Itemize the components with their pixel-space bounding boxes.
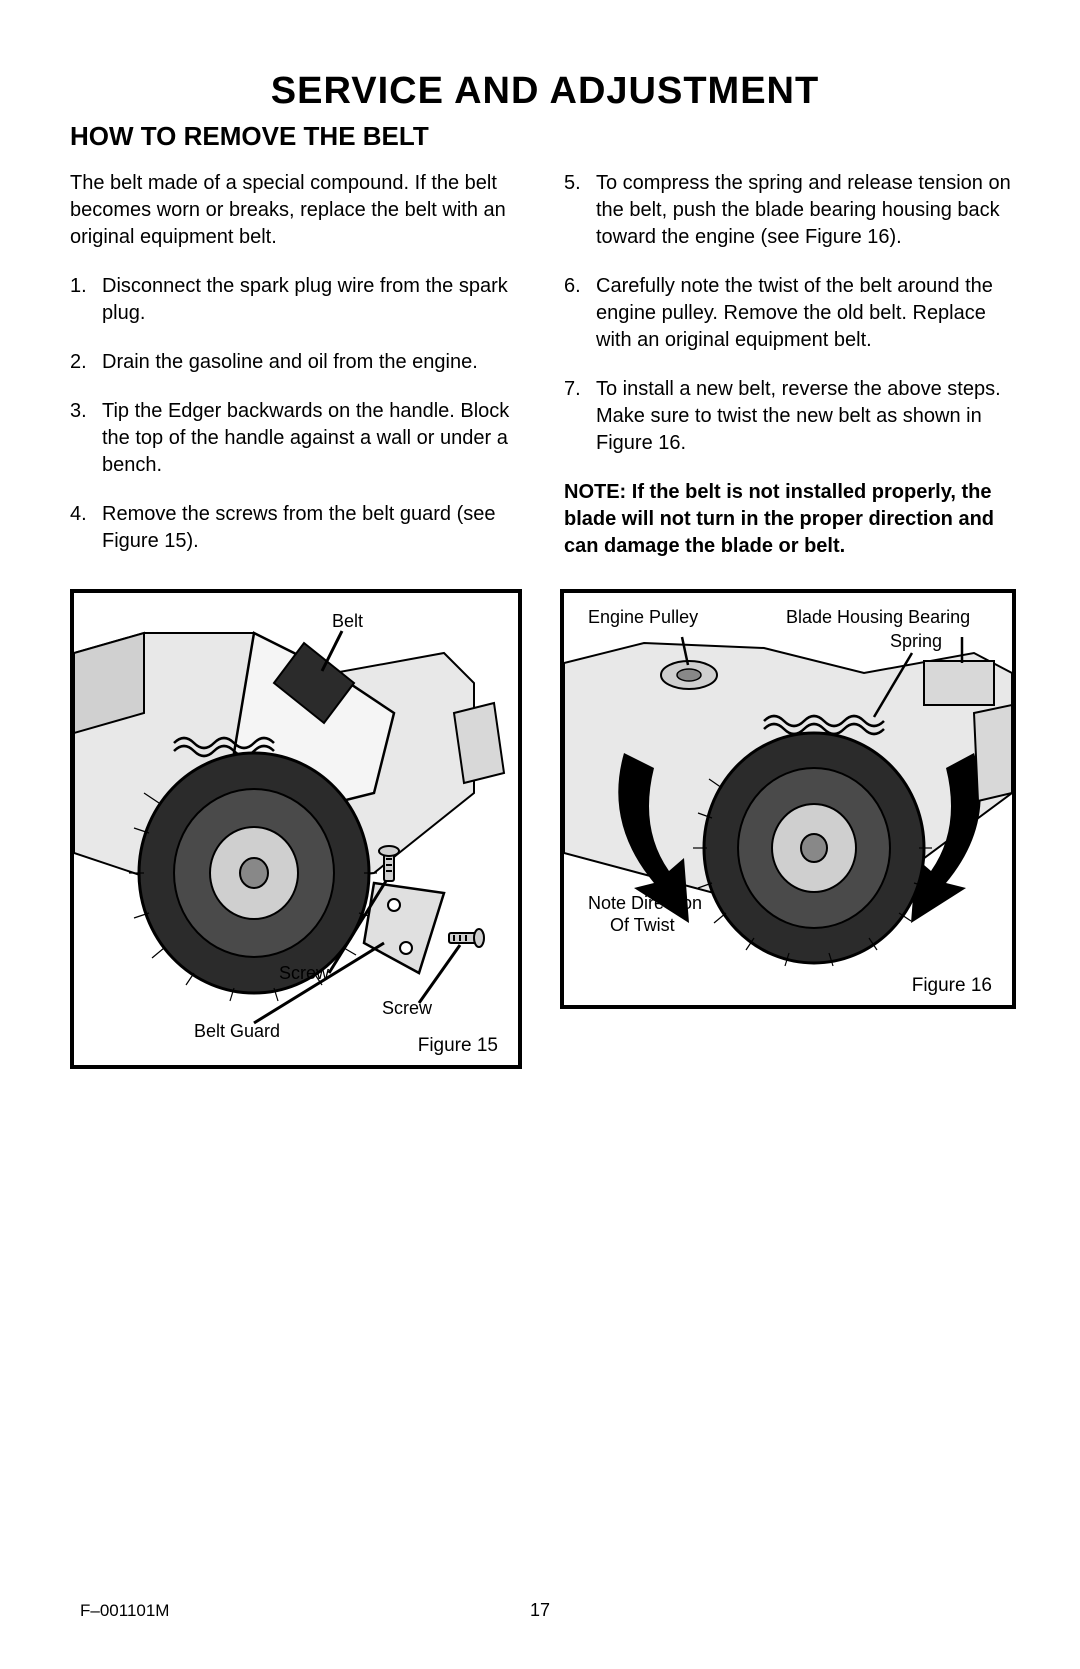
- step-num: 7.: [564, 376, 596, 457]
- right-column: 5.To compress the spring and release ten…: [564, 170, 1020, 577]
- main-title: SERVICE AND ADJUSTMENT: [70, 70, 1020, 113]
- intro-text: The belt made of a special compound. If …: [70, 170, 526, 251]
- step-num: 3.: [70, 398, 102, 479]
- fig16-label-spring: Spring: [890, 631, 942, 652]
- fig15-label-belt: Belt: [332, 611, 363, 632]
- list-item: 7.To install a new belt, reverse the abo…: [564, 376, 1020, 457]
- step-text: To install a new belt, reverse the above…: [596, 376, 1020, 457]
- fig15-caption: Figure 15: [418, 1035, 498, 1057]
- step-text: Disconnect the spark plug wire from the …: [102, 273, 526, 327]
- figure-16: Engine Pulley Blade Housing Bearing Spri…: [560, 589, 1016, 1009]
- list-item: 5.To compress the spring and release ten…: [564, 170, 1020, 251]
- fig16-label-note-dir1: Note Direction: [588, 893, 702, 914]
- step-text: Drain the gasoline and oil from the engi…: [102, 349, 526, 376]
- steps-right: 5.To compress the spring and release ten…: [564, 170, 1020, 457]
- list-item: 3.Tip the Edger backwards on the handle.…: [70, 398, 526, 479]
- left-column: The belt made of a special compound. If …: [70, 170, 526, 577]
- fig15-label-screw2: Screw: [382, 998, 432, 1019]
- steps-left: 1.Disconnect the spark plug wire from th…: [70, 273, 526, 555]
- page-number: 17: [530, 1600, 550, 1621]
- fig16-label-blade-housing: Blade Housing Bearing: [786, 607, 970, 628]
- fig16-label-note-dir2: Of Twist: [610, 915, 675, 936]
- list-item: 6.Carefully note the twist of the belt a…: [564, 273, 1020, 354]
- figure-16-svg: [564, 593, 1012, 1005]
- figure-15-svg: [74, 593, 518, 1065]
- fig15-label-beltguard: Belt Guard: [194, 1021, 280, 1042]
- step-text: Carefully note the twist of the belt aro…: [596, 273, 1020, 354]
- list-item: 1.Disconnect the spark plug wire from th…: [70, 273, 526, 327]
- step-num: 4.: [70, 501, 102, 555]
- fig16-caption: Figure 16: [912, 975, 992, 997]
- doc-code: F–001101M: [80, 1601, 169, 1621]
- step-num: 1.: [70, 273, 102, 327]
- step-text: Tip the Edger backwards on the handle. B…: [102, 398, 526, 479]
- figure-15: Belt Screw Screw Belt Guard Figure 15: [70, 589, 522, 1069]
- note-text: NOTE: If the belt is not installed prope…: [564, 479, 1020, 560]
- sub-title: HOW TO REMOVE THE BELT: [70, 121, 1020, 152]
- fig15-label-screw1: Screw: [279, 963, 329, 984]
- fig16-label-engine-pulley: Engine Pulley: [588, 607, 698, 628]
- list-item: 4.Remove the screws from the belt guard …: [70, 501, 526, 555]
- step-text: Remove the screws from the belt guard (s…: [102, 501, 526, 555]
- step-num: 6.: [564, 273, 596, 354]
- step-text: To compress the spring and release tensi…: [596, 170, 1020, 251]
- step-num: 2.: [70, 349, 102, 376]
- step-num: 5.: [564, 170, 596, 251]
- list-item: 2.Drain the gasoline and oil from the en…: [70, 349, 526, 376]
